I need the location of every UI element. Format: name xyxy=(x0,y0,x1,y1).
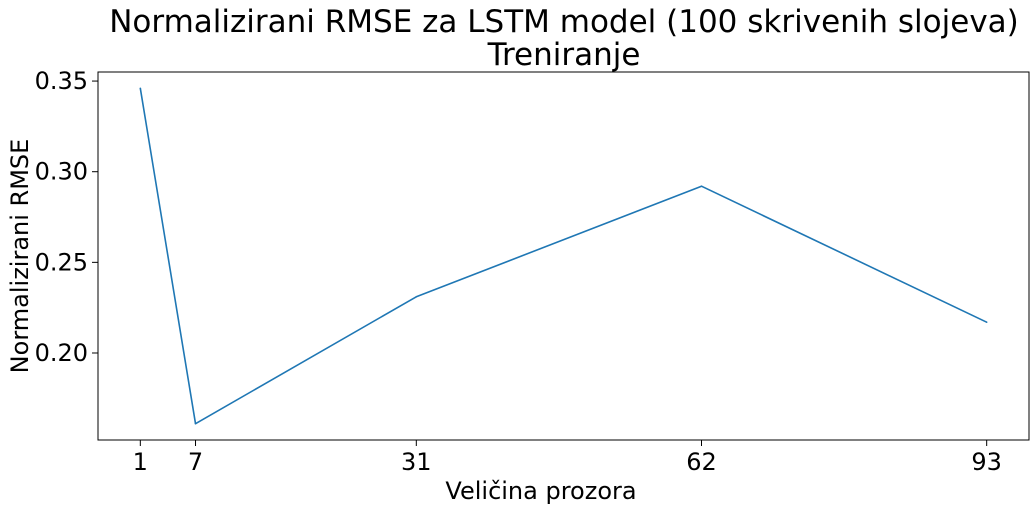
y-axis-ticks: 0.20 0.25 0.30 0.35 xyxy=(35,67,98,367)
x-tick-label: 7 xyxy=(188,448,203,476)
series-line xyxy=(139,88,988,425)
x-tick-label: 93 xyxy=(971,448,1002,476)
data-point xyxy=(985,321,988,323)
chart-title: Normalizirani RMSE za LSTM model (100 sk… xyxy=(109,4,1019,40)
series-layer xyxy=(139,87,988,425)
x-tick-label: 1 xyxy=(133,448,148,476)
x-tick-label: 31 xyxy=(401,448,432,476)
y-tick-label: 0.20 xyxy=(35,339,88,367)
y-tick-label: 0.35 xyxy=(35,67,88,95)
x-axis-ticks: 1 7 31 62 93 xyxy=(133,440,1002,476)
x-axis-label: Veličina prozora xyxy=(445,477,636,505)
data-point xyxy=(139,87,142,90)
y-tick-label: 0.30 xyxy=(35,158,88,186)
x-tick-label: 62 xyxy=(686,448,717,476)
y-tick-label: 0.25 xyxy=(35,248,88,276)
data-point xyxy=(415,295,418,298)
data-point xyxy=(700,185,703,188)
chart-subtitle: Treniranje xyxy=(487,37,641,73)
plot-frame xyxy=(97,71,1030,441)
data-point xyxy=(194,422,197,425)
y-axis-label: Normalizirani RMSE xyxy=(6,139,34,374)
plot-area: 1 7 31 62 93 0.20 0.25 0.30 0.35 xyxy=(35,67,1030,476)
